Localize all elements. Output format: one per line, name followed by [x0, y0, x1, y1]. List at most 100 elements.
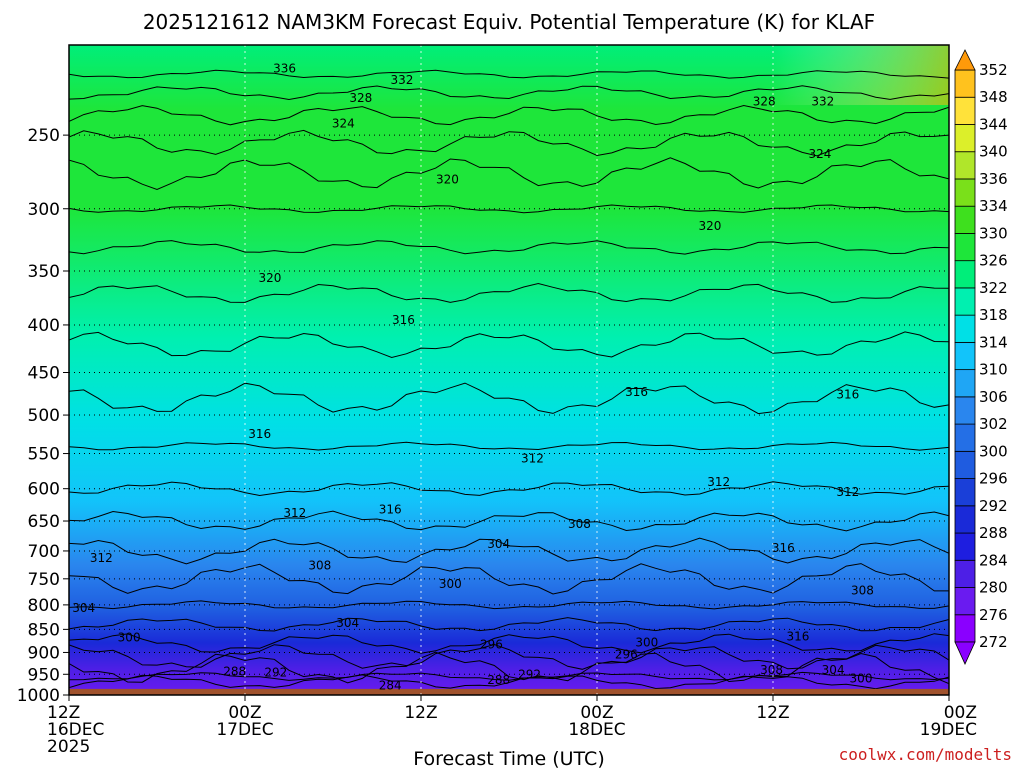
colorbar-label: 314 [979, 333, 1008, 351]
y-axis: 250 300 350 400 450 500 550 600 650 700 750 800 850 9… [17, 126, 69, 706]
contour-line [69, 104, 949, 126]
contour-label: 316 [625, 385, 648, 399]
x-tick-label: 19DEC [920, 720, 977, 740]
colorbar-swatch [954, 559, 976, 588]
colorbar-label: 322 [979, 279, 1008, 297]
contour-label: 316 [836, 387, 859, 401]
contour-label: 300 [118, 630, 141, 644]
x-tick-label: 12Z [404, 703, 437, 723]
contour-label: 320 [258, 271, 281, 285]
contour-label: 316 [786, 629, 809, 643]
contour-label: 308 [760, 663, 783, 677]
y-tick-label: 750 [28, 570, 60, 590]
colorbar-swatch [954, 532, 976, 561]
contour-label: 312 [521, 452, 544, 466]
colorbar-label: 326 [979, 252, 1008, 270]
y-tick-label: 550 [28, 445, 60, 465]
contour-line [69, 563, 949, 595]
contour-line [69, 617, 949, 632]
contour-label: 304 [822, 663, 845, 677]
plot-area: 336 332 328 324 320 320 316 316 312 312 308 304 300 3… [69, 45, 949, 695]
colorbar: 272 276 280 284 288 292 296 300 302 306 310 314 318 3… [954, 49, 1008, 665]
colorbar-swatch [954, 96, 976, 125]
colorbar-label: 280 [979, 579, 1008, 597]
x-tick-label: 00Z [944, 703, 977, 723]
contour-line [69, 671, 949, 681]
theta-e-field [69, 45, 949, 695]
y-tick-label: 650 [28, 512, 60, 532]
contour-label: 316 [392, 313, 415, 327]
x-tick-label: 00Z [228, 703, 261, 723]
colorbar-swatch [954, 233, 976, 262]
y-tick-label: 450 [28, 364, 60, 384]
x-tick-label: 2025 [47, 737, 90, 757]
colorbar-label: 292 [979, 497, 1008, 515]
y-tick-label: 350 [28, 262, 60, 282]
contour-line [69, 643, 949, 670]
colorbar-swatch [954, 587, 976, 616]
contour-label: 328 [753, 94, 776, 108]
colorbar-label: 296 [979, 470, 1008, 488]
contour-label: 312 [283, 506, 306, 520]
contour-line [69, 510, 949, 532]
contour-line [69, 382, 949, 415]
contour-label: 316 [379, 503, 402, 517]
colorbar-swatch [954, 614, 976, 643]
contour-label: 300 [439, 577, 462, 591]
contour-label: 312 [836, 485, 859, 499]
colorbar-label: 306 [979, 388, 1008, 406]
contour-label: 320 [436, 172, 459, 186]
colorbar-swatch [954, 341, 976, 371]
contour-label: 304 [336, 616, 359, 630]
contour-label: 304 [72, 601, 95, 615]
colorbar-swatch [954, 178, 976, 207]
y-tick-label: 400 [28, 316, 60, 336]
colorbar-swatch [954, 505, 976, 534]
colorbar-label: 302 [979, 415, 1008, 433]
colorbar-label: 300 [979, 442, 1008, 460]
contour-label: 320 [698, 219, 721, 233]
upper-warm-tint [69, 45, 949, 105]
colorbar-label: 340 [979, 143, 1008, 161]
y-tick-label: 500 [28, 406, 60, 426]
colorbar-swatch [954, 124, 976, 153]
contour-line [69, 651, 949, 685]
contour-label: 288 [487, 673, 510, 687]
colorbar-swatch [954, 450, 976, 479]
x-axis-label: Forecast Time (UTC) [413, 748, 604, 768]
contour-label: 308 [851, 583, 874, 597]
contour-line [69, 204, 949, 214]
contour-line [69, 674, 949, 690]
contour-label: 316 [772, 541, 795, 555]
colorbar-label: 276 [979, 606, 1008, 624]
contour-label: 332 [811, 94, 834, 108]
y-tick-label: 900 [28, 643, 60, 663]
contour-label: 328 [349, 91, 372, 105]
contour-label: 332 [390, 73, 413, 87]
contour-line [69, 600, 949, 610]
x-tick-label: 18DEC [568, 720, 625, 740]
y-tick-label: 800 [28, 596, 60, 616]
y-tick-label: 850 [28, 620, 60, 640]
colorbar-label: 348 [979, 88, 1008, 106]
grid-lines [69, 45, 949, 695]
colorbar-max-arrow [954, 49, 976, 71]
contour-line [69, 481, 949, 497]
contour-label: 324 [332, 117, 355, 131]
x-tick-label: 12Z [47, 703, 80, 723]
colorbar-swatch [954, 287, 976, 316]
y-tick-label: 300 [28, 200, 60, 220]
contour-label: 312 [707, 475, 730, 489]
contour-labels: 336 332 328 324 320 320 316 316 312 312 308 304 300 3… [72, 62, 874, 693]
contour-label: 336 [273, 62, 296, 76]
y-tick-label: 1000 [17, 686, 60, 706]
colorbar-min-arrow [954, 641, 976, 665]
y-tick-label: 950 [28, 665, 60, 685]
contour-line [69, 537, 949, 565]
contour-label: 296 [480, 638, 503, 652]
contour-line [69, 69, 949, 79]
ground-surface [69, 688, 949, 695]
contour-label: 308 [308, 559, 331, 573]
